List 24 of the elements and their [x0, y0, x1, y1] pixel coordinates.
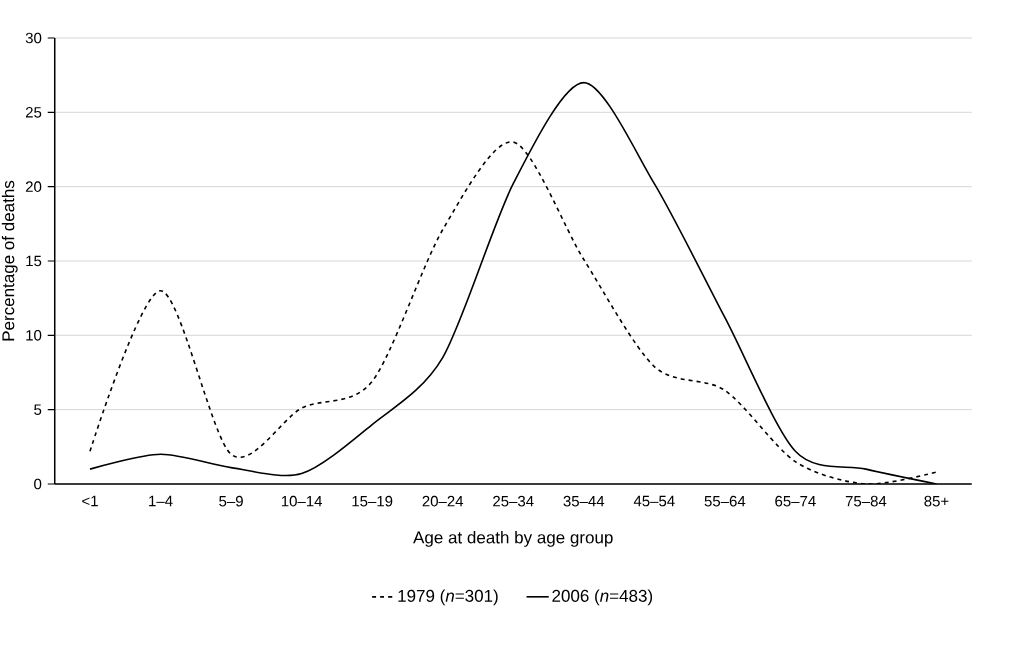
x-tick-label: 75–84	[845, 495, 887, 507]
y-tick-label: 0	[34, 478, 42, 490]
y-tick-label: 15	[26, 255, 42, 267]
x-tick-label: 85+	[924, 495, 949, 507]
x-tick-label: 55–64	[704, 495, 746, 507]
x-axis-title: Age at death by age group	[413, 531, 613, 547]
x-tick-label: 15–19	[352, 495, 393, 507]
legend-label: 2006 (n=483)	[552, 589, 653, 606]
x-tick-label: 20–24	[422, 495, 464, 507]
y-axis-title: Percentage of deaths	[1, 180, 18, 341]
x-tick-label: 35–44	[563, 495, 605, 507]
x-tick-label: 25–34	[493, 495, 534, 507]
y-tick-label: 20	[25, 181, 42, 192]
y-tick-label: 10	[26, 330, 42, 341]
x-tick-label: 1–4	[149, 495, 173, 507]
x-tick-label: 5–9	[219, 495, 243, 507]
y-tick-label: 5	[34, 404, 42, 415]
x-tick-label: 65–74	[775, 495, 816, 507]
legend-label: 1979 (n=301)	[398, 589, 498, 606]
x-tick-label: <1	[82, 495, 98, 507]
y-tick-label: 30	[25, 32, 42, 44]
x-tick-label: 45–54	[633, 495, 675, 507]
y-tick-label: 25	[25, 107, 42, 118]
x-tick-label: 10–14	[281, 495, 323, 507]
